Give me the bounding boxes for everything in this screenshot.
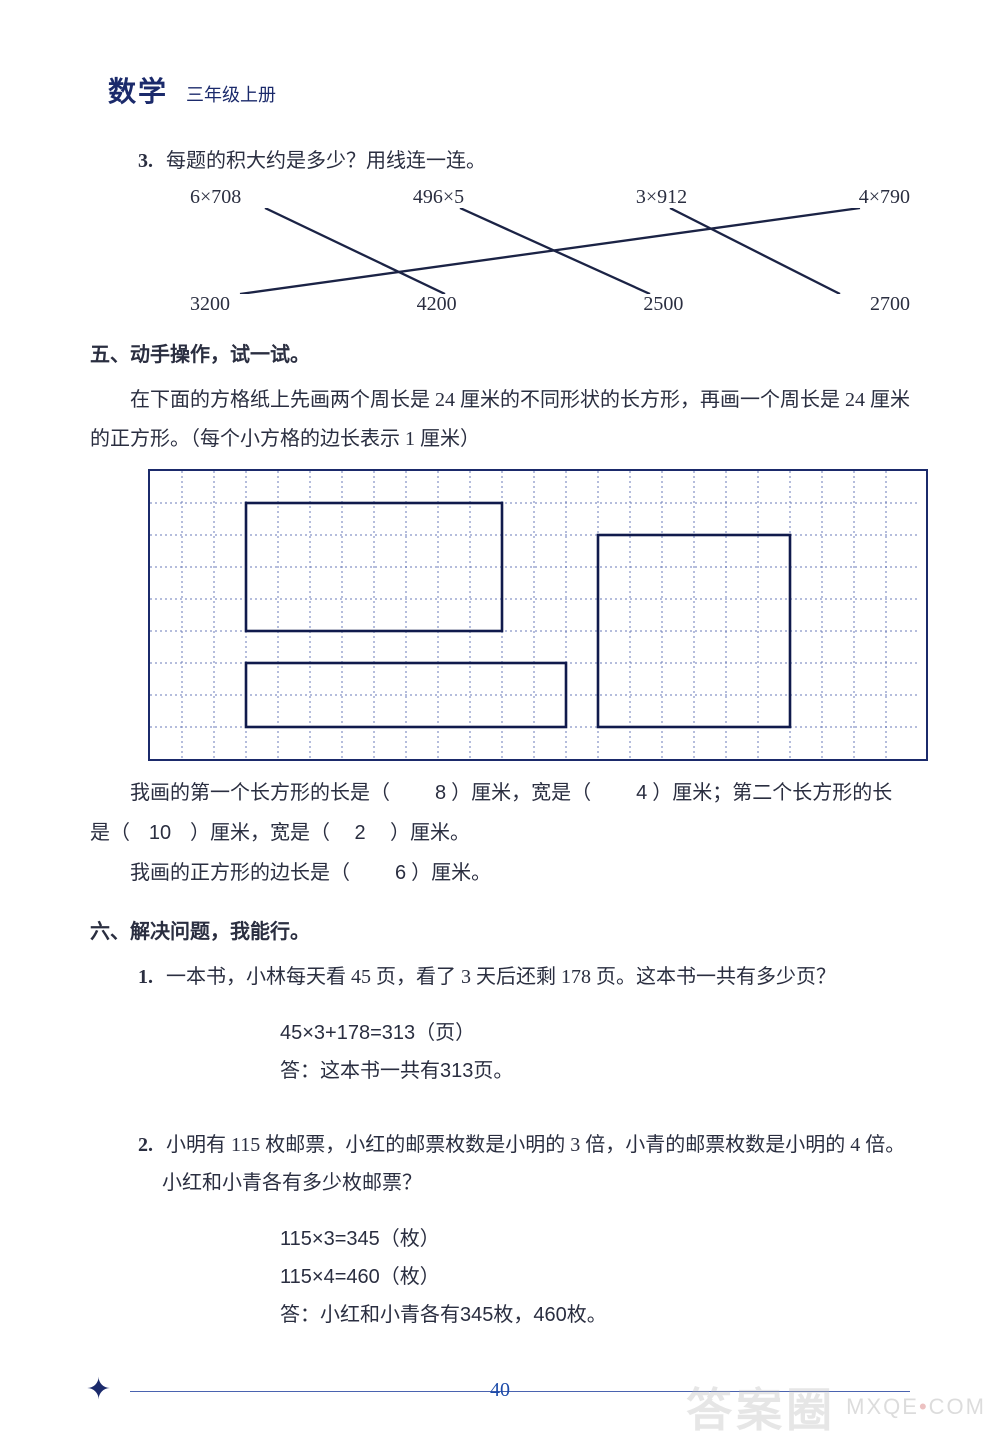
fill-blank-block: 我画的第一个长方形的长是（ 8 ）厘米，宽是（ 4 ）厘米；第二个长方形的长 是… [90,773,920,893]
page-header: 数学 三年级上册 [108,70,920,110]
section-5-paragraph: 在下面的方格纸上先画两个周长是 24 厘米的不同形状的长方形，再画一个周长是 2… [90,381,920,459]
question-6-2: 2. 小明有 115 枚邮票，小红的邮票枚数是小明的 3 倍，小青的邮票枚数是小… [138,1126,920,1164]
match-bot-item: 3200 [190,293,230,316]
match-top-item: 496×5 [413,186,464,209]
match-top-item: 4×790 [859,186,910,209]
fill-line-3: 我画的正方形的边长是（ 6 ）厘米。 [90,853,920,893]
q3-number: 3. [138,150,153,172]
answer-line: 答：小红和小青各有345枚，460枚。 [280,1296,920,1334]
page-number: 40 [490,1379,510,1402]
fill-answer: 10 [135,813,185,853]
answer-6-1: 45×3+178=313（页） 答：这本书一共有313页。 [280,1014,920,1090]
fill-answer: 4 [596,773,647,813]
watermark-cn: 答案圈 [686,1374,836,1440]
section-6-heading: 六、解决问题，我能行。 [90,915,920,944]
match-bot-item: 2500 [643,293,683,316]
calc-line: 115×3=345（枚） [280,1220,920,1258]
match-top-row: 6×708 496×5 3×912 4×790 [160,186,940,209]
calc-line: 45×3+178=313（页） [280,1014,920,1052]
fill-text: ）厘米；第二个长方形的长 [652,782,892,804]
q3-text: 每题的积大约是多少？用线连一连。 [166,150,486,172]
match-lines-svg [160,208,940,294]
matching-exercise: 6×708 496×5 3×912 4×790 3200 4200 2500 2… [160,186,940,316]
fill-text: 我画的正方形的边长是（ [130,862,350,884]
question-3: 3. 每题的积大约是多少？用线连一连。 [138,142,920,180]
grade-label: 三年级上册 [186,81,276,107]
question-6-1: 1. 一本书，小林每天看 45 页，看了 3 天后还剩 178 页。这本书一共有… [138,958,920,996]
fill-answer: 8 [395,773,446,813]
q6-1-number: 1. [138,966,153,988]
fill-text: ）厘米。 [390,822,470,844]
fill-text: 是（ [90,822,130,844]
section-5-heading: 五、动手操作，试一试。 [90,338,920,367]
subject-title: 数学 [108,70,168,110]
q6-1-text: 一本书，小林每天看 45 页，看了 3 天后还剩 178 页。这本书一共有多少页… [166,966,836,988]
match-bot-item: 4200 [417,293,457,316]
q6-2-text-l1: 小明有 115 枚邮票，小红的邮票枚数是小明的 3 倍，小青的邮票枚数是小明的 … [166,1134,905,1156]
match-bot-item: 2700 [870,293,910,316]
match-bottom-row: 3200 4200 2500 2700 [160,293,940,316]
grid-svg [150,471,918,759]
calc-line: 115×4=460（枚） [280,1258,920,1296]
match-top-item: 3×912 [636,186,687,209]
grid-paper [148,469,928,761]
q6-2-text-l2: 小红和小青各有多少枚邮票？ [162,1172,422,1194]
fill-line-2: 是（ 10 ）厘米，宽是（ 2 ）厘米。 [90,813,920,853]
fill-text: ）厘米，宽是（ [190,822,330,844]
fill-answer: 6 [355,853,406,893]
watermark: 答案圈 MXQE•COM [686,1374,986,1440]
match-top-item: 6×708 [190,186,241,209]
fill-text: ）厘米，宽是（ [451,782,591,804]
answer-line: 答：这本书一共有313页。 [280,1052,920,1090]
answer-6-2: 115×3=345（枚） 115×4=460（枚） 答：小红和小青各有345枚，… [280,1220,920,1334]
fill-line-1: 我画的第一个长方形的长是（ 8 ）厘米，宽是（ 4 ）厘米；第二个长方形的长 [90,773,920,813]
watermark-en: MXQE•COM [846,1394,986,1420]
fill-text: 我画的第一个长方形的长是（ [130,782,390,804]
fill-text: ）厘米。 [411,862,491,884]
footer-mascot-icon: ✦ [86,1372,122,1408]
question-6-2-l2: 小红和小青各有多少枚邮票？ [162,1164,920,1202]
fill-answer: 2 [335,813,385,853]
q6-2-number: 2. [138,1134,153,1156]
